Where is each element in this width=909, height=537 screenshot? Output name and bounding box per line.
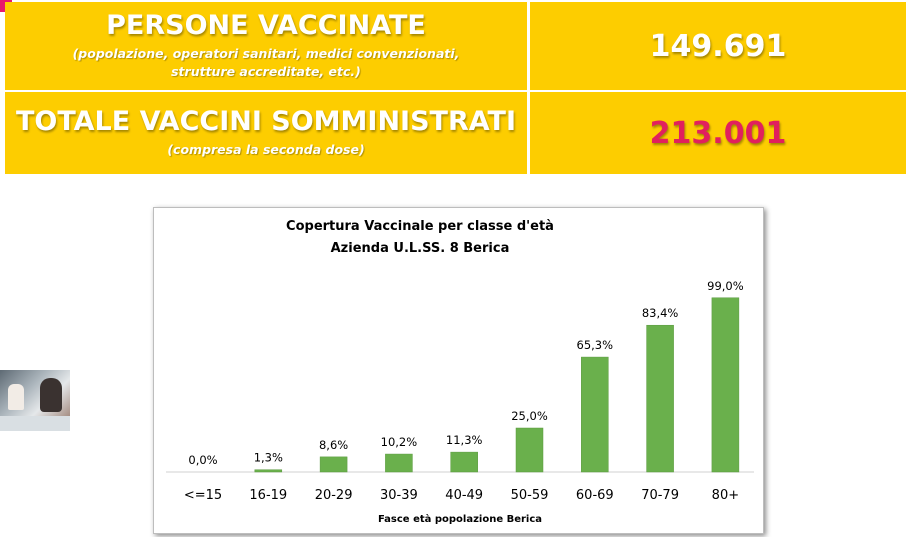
persone-vaccinate-subtitle: (popolazione, operatori sanitari, medici… [73, 45, 460, 81]
chart-title-line1: Copertura Vaccinale per classe d'età [286, 219, 554, 234]
bars-group: 0,0% <=15 1,3% 16-19 8,6% 20-29 10,2% 30-39 11,3… [184, 279, 744, 503]
persone-vaccinate-subtitle-line1: (popolazione, operatori sanitari, medici… [72, 45, 460, 61]
vaccination-coverage-chart: Copertura Vaccinale per classe d'età Azi… [153, 207, 764, 534]
value-label-30-39: 10,2% [381, 435, 418, 449]
persone-vaccinate-subtitle-line2: strutture accreditate, etc.) [171, 63, 361, 79]
bar-60-69 [581, 356, 609, 473]
value-label-<=15: 0,0% [188, 453, 217, 467]
totale-vaccini-title: TOTALE VACCINI SOMMINISTRATI [15, 106, 517, 138]
bar-80+ [711, 297, 740, 473]
bar-20-29 [319, 456, 348, 473]
bar-70-79 [646, 324, 674, 473]
totale-vaccini-value: 213.001 [649, 115, 787, 151]
totale-vaccini-label-cell: TOTALE VACCINI SOMMINISTRATI (compresa l… [5, 92, 527, 174]
persone-vaccinate-value-cell: 149.691 [530, 2, 906, 90]
tick-label-50-59: 50-59 [511, 488, 549, 503]
value-label-70-79: 83,4% [642, 306, 679, 320]
bar-16-19 [254, 469, 283, 473]
persone-vaccinate-value: 149.691 [649, 28, 787, 64]
value-label-20-29: 8,6% [319, 438, 348, 452]
chart-title-line2: Azienda U.L.SS. 8 Berica [331, 241, 510, 256]
tick-label-20-29: 20-29 [315, 488, 353, 503]
chart-canvas: Copertura Vaccinale per classe d'età Azi… [166, 219, 754, 525]
value-label-80+: 99,0% [707, 279, 744, 293]
x-axis-label: Fasce età popolazione Berica [378, 513, 542, 525]
value-label-40-49: 11,3% [446, 433, 483, 447]
tick-label-40-49: 40-49 [445, 488, 483, 503]
persone-vaccinate-label-cell: PERSONE VACCINATE (popolazione, operator… [5, 2, 527, 90]
value-label-60-69: 65,3% [577, 338, 614, 352]
tick-label-70-79: 70-79 [641, 488, 679, 503]
value-label-16-19: 1,3% [254, 451, 283, 465]
bar-30-39 [385, 453, 413, 473]
persone-vaccinate-title: PERSONE VACCINATE [106, 10, 426, 42]
tick-label-16-19: 16-19 [249, 488, 287, 503]
tick-label-60-69: 60-69 [576, 488, 614, 503]
tick-label-80+: 80+ [712, 488, 739, 503]
bar-50-59 [515, 427, 544, 473]
tick-label-<=15: <=15 [184, 488, 222, 503]
totale-vaccini-subtitle: (compresa la seconda dose) [167, 141, 365, 157]
totale-vaccini-banner: TOTALE VACCINI SOMMINISTRATI (compresa l… [5, 92, 906, 174]
totale-vaccini-value-cell: 213.001 [530, 92, 906, 174]
photo-thumbnail-icon [0, 370, 70, 431]
tick-label-30-39: 30-39 [380, 488, 418, 503]
persone-vaccinate-banner: PERSONE VACCINATE (popolazione, operator… [5, 2, 906, 90]
bar-40-49 [450, 451, 478, 473]
value-label-50-59: 25,0% [511, 409, 548, 423]
